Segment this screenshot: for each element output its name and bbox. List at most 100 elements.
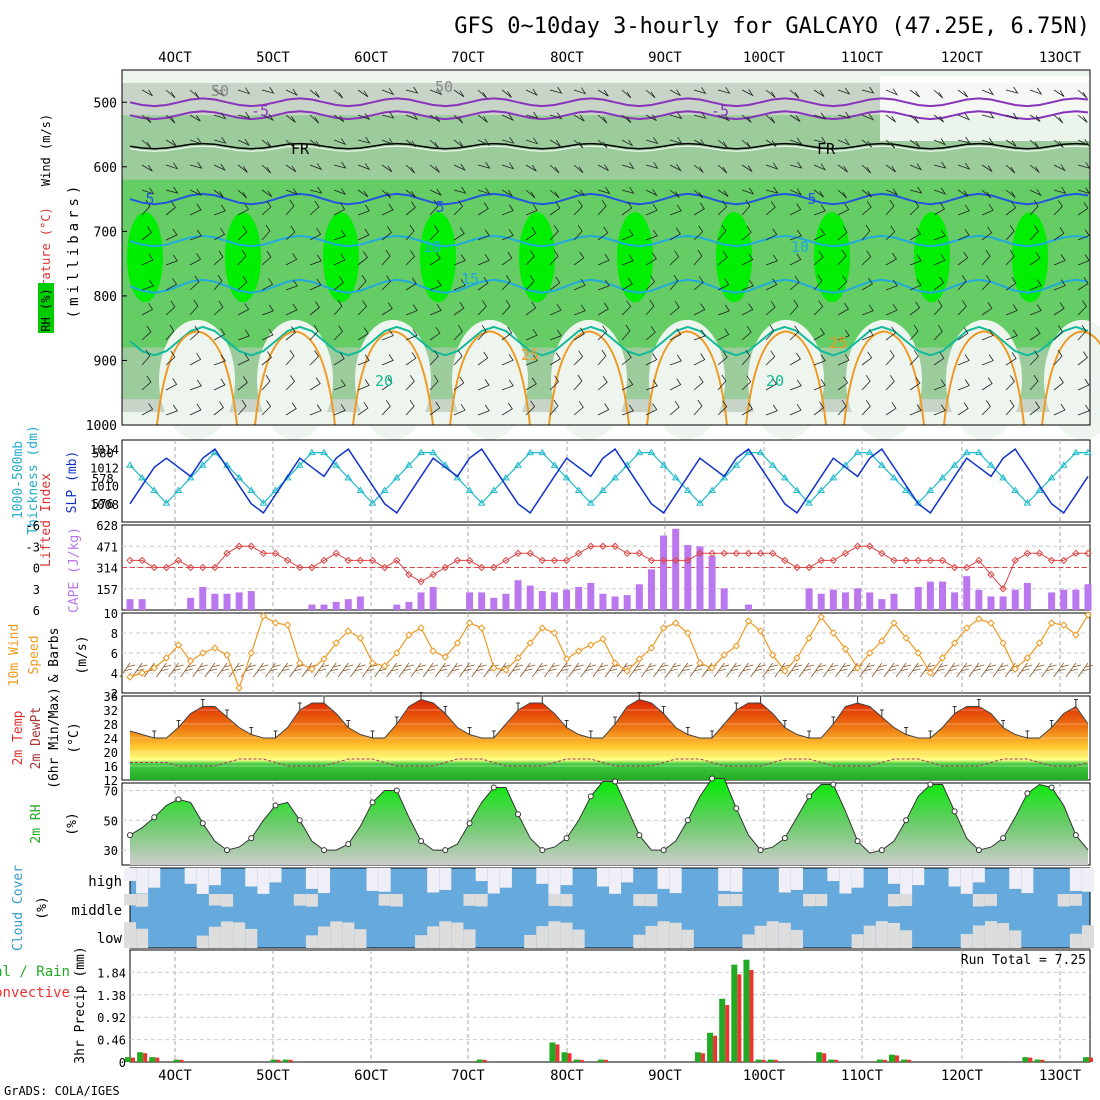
temp-label-3: (6hr Min/Max) bbox=[47, 687, 62, 789]
surface-wind-barb bbox=[544, 662, 560, 678]
surface-wind-barb bbox=[641, 662, 657, 678]
upper-wind-barb bbox=[645, 326, 656, 341]
rh-point bbox=[684, 817, 691, 824]
rh-saturated-blob bbox=[1012, 212, 1048, 303]
upper-wind-barb bbox=[573, 374, 583, 391]
upper-wind-barb bbox=[189, 161, 203, 169]
surface-wind-barb bbox=[592, 662, 609, 678]
wind-speed-point bbox=[781, 667, 789, 675]
wind-speed-point bbox=[174, 641, 183, 649]
wind-speed-point bbox=[975, 615, 983, 623]
upper-wind-barb bbox=[1077, 254, 1090, 266]
low-cloud-block bbox=[124, 922, 136, 948]
upper-wind-barb bbox=[213, 189, 224, 198]
upper-wind-barb bbox=[213, 300, 224, 316]
rh-point bbox=[248, 835, 255, 842]
upper-wind-barb bbox=[861, 374, 871, 391]
upper-wind-barb bbox=[693, 111, 707, 119]
upper-wind-barb bbox=[165, 378, 178, 391]
upper-wind-barb bbox=[957, 89, 969, 98]
upper-wind-barb bbox=[693, 139, 706, 147]
precip-total-bar bbox=[767, 1059, 774, 1062]
upper-wind-barb bbox=[1077, 139, 1090, 147]
top-date-label: 12OCT bbox=[941, 50, 984, 66]
cape-bar bbox=[1023, 582, 1031, 610]
rh-point bbox=[806, 793, 813, 800]
upper-wind-barb bbox=[525, 301, 537, 316]
precip-convective-bar bbox=[155, 1057, 160, 1062]
upper-wind-barb bbox=[285, 164, 297, 173]
cape-bar bbox=[805, 588, 813, 610]
upper-wind-barb bbox=[501, 402, 513, 416]
cape-bar bbox=[235, 592, 243, 610]
upper-wind-barb bbox=[789, 403, 802, 416]
surface-wind-barb bbox=[665, 662, 681, 678]
bottom-date-label: 5OCT bbox=[256, 1068, 290, 1084]
upper-wind-barb bbox=[477, 229, 490, 241]
low-cloud-block bbox=[354, 929, 367, 948]
upper-wind-barb bbox=[405, 86, 419, 94]
upper-wind-barb bbox=[789, 161, 803, 169]
upper-wind-barb bbox=[813, 354, 826, 366]
surface-wind-barb bbox=[762, 662, 778, 678]
upper-wind-barb bbox=[1053, 325, 1063, 341]
upper-wind-barb bbox=[429, 225, 440, 241]
surface-wind-barb bbox=[810, 662, 827, 678]
upper-wind-barb bbox=[213, 228, 226, 241]
thickness-point bbox=[550, 461, 559, 468]
mid-cloud-gap bbox=[475, 894, 488, 907]
upper-wind-barb bbox=[669, 112, 683, 120]
rh-point bbox=[515, 811, 522, 818]
high-cloud-gap bbox=[839, 868, 852, 894]
upper-wind-barb bbox=[405, 139, 417, 148]
thickness-point bbox=[732, 461, 741, 468]
precip-total-bar bbox=[573, 1059, 580, 1062]
upper-wind-barb bbox=[1077, 300, 1087, 316]
high-cloud-gap bbox=[318, 868, 331, 894]
thickness-point bbox=[611, 473, 619, 481]
high-cloud-gap bbox=[245, 868, 258, 887]
lifted-index-point bbox=[538, 556, 547, 565]
lifted-index-point bbox=[1023, 549, 1032, 558]
temp-minmax-bar bbox=[322, 695, 327, 703]
upper-wind-barb bbox=[357, 274, 367, 291]
thickness-point bbox=[174, 486, 183, 493]
upper-wind-barb bbox=[213, 89, 225, 97]
low-cloud-block bbox=[863, 925, 876, 948]
lifted-index-point bbox=[708, 549, 716, 558]
upper-wind-barb bbox=[621, 228, 634, 241]
rh-point bbox=[175, 796, 182, 803]
upper-wind-barb bbox=[405, 375, 415, 391]
wind-speed-point bbox=[623, 667, 631, 675]
cloud-label-2: (%) bbox=[35, 896, 50, 919]
upper-wind-barb bbox=[597, 349, 607, 366]
upper-wind-barb bbox=[285, 139, 296, 149]
upper-wind-barb bbox=[429, 304, 442, 316]
contour-15 bbox=[129, 278, 1089, 294]
cape-bar bbox=[975, 589, 983, 610]
upper-wind-barb bbox=[333, 161, 347, 169]
lifted-index-point bbox=[914, 556, 922, 565]
upper-wind-barb bbox=[1005, 201, 1017, 216]
surface-wind-barb bbox=[325, 662, 342, 678]
upper-wind-barb bbox=[501, 89, 512, 98]
upper-wind-barb bbox=[357, 228, 370, 241]
lifted-index-point bbox=[647, 556, 656, 565]
mid-cloud-gap bbox=[390, 894, 403, 907]
temp-minmax-bar bbox=[516, 702, 521, 710]
precip-convective-bar bbox=[482, 1059, 487, 1062]
upper-wind-barb bbox=[357, 327, 369, 341]
lifted-index-point bbox=[174, 556, 183, 565]
dry-surface-blob bbox=[748, 319, 824, 440]
top-date-label: 9OCT bbox=[648, 50, 682, 66]
low-cloud-block bbox=[536, 926, 549, 948]
upper-wind-barb bbox=[909, 200, 920, 216]
upper-wind-barb bbox=[813, 112, 827, 120]
upper-wind-barb bbox=[693, 399, 703, 416]
wind-speed-point bbox=[308, 665, 316, 673]
thickness-point bbox=[489, 486, 498, 493]
wind-speed-point bbox=[259, 612, 268, 620]
mid-cloud-gap bbox=[208, 894, 221, 906]
upper-wind-barb bbox=[405, 164, 416, 174]
upper-wind-barb bbox=[573, 164, 584, 174]
